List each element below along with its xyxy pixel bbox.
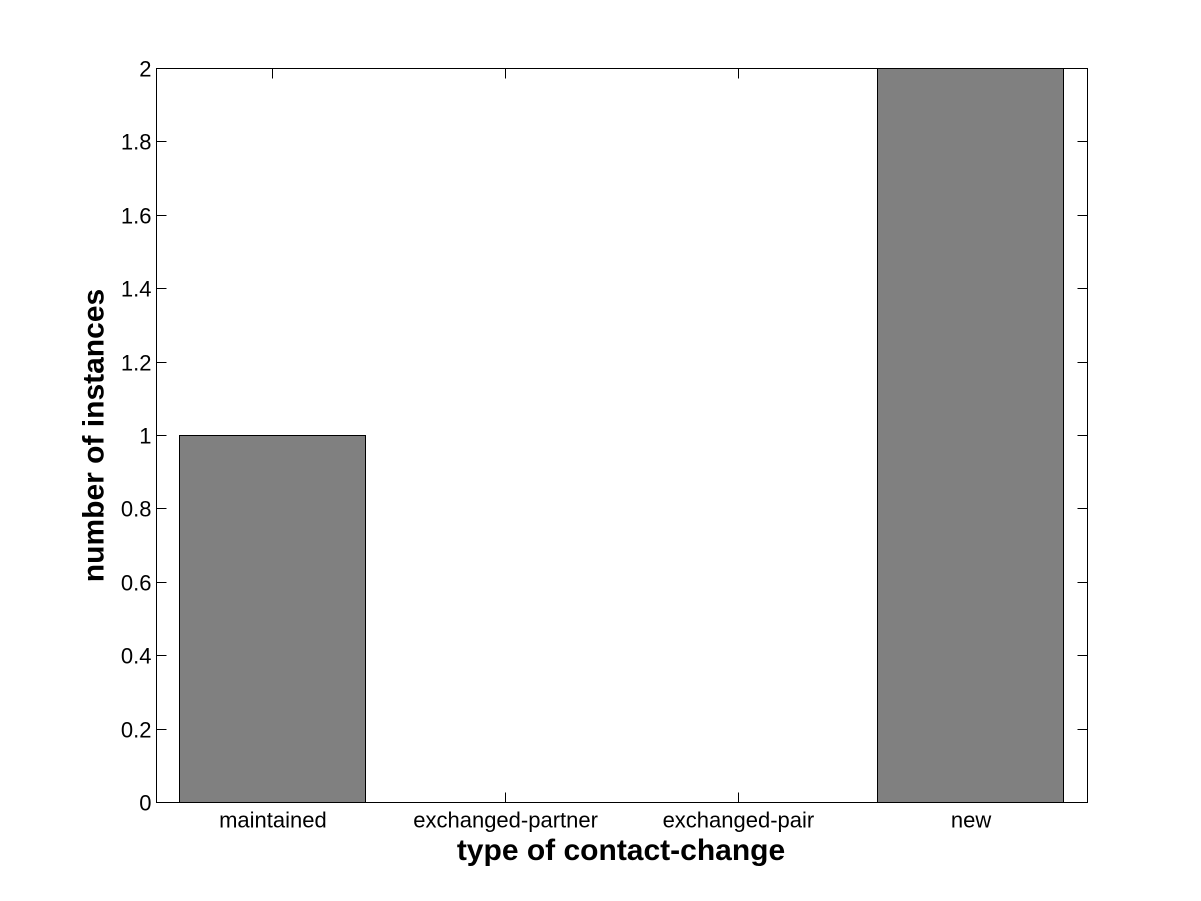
svg-text:1: 1 bbox=[139, 423, 151, 448]
svg-text:1.6: 1.6 bbox=[121, 203, 152, 228]
svg-text:0.2: 0.2 bbox=[121, 717, 152, 742]
svg-text:type of contact-change: type of contact-change bbox=[457, 834, 785, 867]
svg-text:0.4: 0.4 bbox=[121, 643, 152, 668]
svg-text:exchanged-pair: exchanged-pair bbox=[663, 808, 815, 833]
svg-text:0.8: 0.8 bbox=[121, 496, 152, 521]
svg-text:number of instances: number of instances bbox=[78, 289, 111, 582]
svg-text:1.2: 1.2 bbox=[121, 350, 152, 375]
svg-text:1.4: 1.4 bbox=[121, 276, 152, 301]
svg-text:0: 0 bbox=[139, 790, 151, 815]
svg-text:2: 2 bbox=[139, 56, 151, 81]
svg-text:1.8: 1.8 bbox=[121, 129, 152, 154]
svg-text:0.6: 0.6 bbox=[121, 570, 152, 595]
svg-text:exchanged-partner: exchanged-partner bbox=[413, 808, 598, 833]
svg-text:maintained: maintained bbox=[219, 808, 327, 833]
svg-text:new: new bbox=[951, 808, 991, 833]
